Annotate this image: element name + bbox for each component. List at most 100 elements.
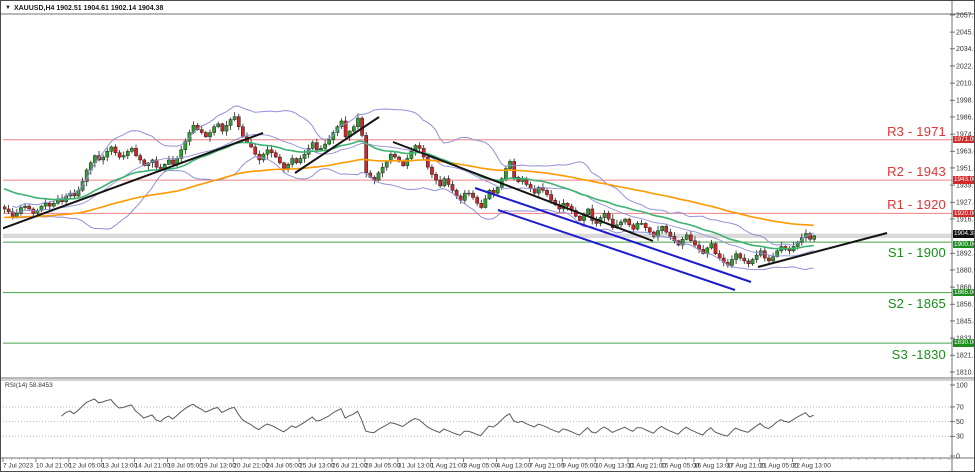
- candle-down: [717, 253, 722, 259]
- channel-upper-line[interactable]: [474, 187, 752, 283]
- candle-down: [808, 233, 812, 240]
- candle-down: [294, 158, 299, 164]
- candle-up: [228, 119, 233, 126]
- price-badge-current: 1904.38: [953, 230, 975, 238]
- candle-down: [643, 223, 648, 228]
- candle-down: [631, 224, 636, 230]
- candle-down: [697, 244, 701, 250]
- candle-down: [767, 257, 771, 262]
- time-axis-label: 14 Jul 21:00: [135, 463, 171, 470]
- candle-up: [216, 123, 221, 128]
- price-tick-label: 2045.60: [956, 30, 975, 37]
- level-label-R1: R1 - 1920: [887, 197, 946, 213]
- price-tick-label: 2034.05: [956, 46, 975, 53]
- rsi-tick-label: 100: [956, 382, 968, 389]
- candle-up: [536, 187, 541, 194]
- fast-ma-line: [3, 140, 814, 250]
- rsi-tick-label: 70: [956, 404, 964, 411]
- candle-up: [109, 146, 114, 152]
- candle-up: [635, 223, 640, 230]
- candle-down: [117, 152, 122, 158]
- candle-down: [545, 189, 549, 195]
- candle-up: [43, 202, 48, 207]
- time-axis-label: 21 Aug 05:00: [760, 463, 799, 470]
- candle-up: [623, 218, 627, 223]
- price-badge-R3: 1971.00: [953, 135, 975, 144]
- candle-up: [684, 234, 689, 240]
- time-axis-label: 10 Aug 13:00: [595, 463, 634, 470]
- candle-down: [549, 194, 553, 201]
- candle-up: [310, 142, 315, 149]
- price-badge-S2: 1865.00: [953, 288, 975, 297]
- candle-down: [450, 184, 455, 191]
- rsi-tick-label: 50: [956, 419, 964, 426]
- candle-up: [680, 239, 685, 246]
- trendline-4[interactable]: [757, 232, 888, 268]
- candle-down: [475, 197, 479, 204]
- price-badge-S1: 1900.00: [953, 240, 975, 249]
- price-badge-R1: 1920.00: [953, 209, 975, 218]
- candle-up: [409, 151, 414, 159]
- candle-down: [171, 159, 175, 165]
- price-tick-label: 1963.00: [956, 149, 975, 156]
- price-tick-label: 1892.30: [956, 251, 975, 258]
- chart-titlebar: ▼ XAUUSD,H4 1902.51 1904.61 1902.14 1904…: [5, 3, 163, 13]
- candle-down: [532, 188, 537, 194]
- candle-down: [434, 174, 438, 181]
- rsi-tick-label: 30: [956, 434, 964, 441]
- price-tick-label: 1868.85: [956, 285, 975, 292]
- candle-down: [142, 159, 147, 166]
- candle-up: [775, 250, 780, 257]
- candle-down: [647, 227, 652, 233]
- candle-up: [356, 117, 360, 128]
- time-axis-label: 1 Aug 21:00: [431, 463, 466, 470]
- candle-up: [709, 243, 714, 249]
- candle-down: [269, 149, 274, 153]
- time-axis-label: 20 Jul 21:00: [233, 463, 269, 470]
- price-tick-label: 1916.10: [956, 216, 975, 223]
- candle-up: [483, 198, 488, 208]
- candle-down: [138, 155, 142, 161]
- bollinger-middle-band: [12, 134, 814, 257]
- candle-up: [376, 172, 381, 181]
- trendline-2[interactable]: [294, 116, 380, 174]
- candle-up: [212, 126, 216, 133]
- symbol-dropdown-icon[interactable]: ▼: [5, 5, 11, 11]
- candle-down: [47, 202, 52, 207]
- time-axis-label: 10 Jul 21:00: [36, 463, 72, 470]
- candle-down: [6, 208, 11, 213]
- channel-lower-line[interactable]: [497, 209, 736, 291]
- time-axis-label: 4 Aug 13:00: [497, 463, 532, 470]
- rsi-tick-label: 0: [956, 453, 960, 460]
- candle-up: [754, 254, 759, 260]
- current-price-band: [3, 233, 952, 239]
- candle-up: [19, 207, 23, 214]
- price-tick-label: 1998.35: [956, 98, 975, 105]
- candle-up: [208, 132, 212, 138]
- rsi-line: [61, 398, 814, 437]
- candle-down: [315, 142, 319, 151]
- candle-up: [167, 159, 171, 165]
- price-badge-R2: 1943.00: [953, 176, 975, 184]
- level-label-S2: S2 - 1865: [887, 295, 946, 311]
- bollinger-lower-band: [12, 156, 814, 271]
- price-tick-label: 1951.45: [956, 165, 975, 172]
- candle-up: [705, 247, 710, 254]
- candle-up: [130, 148, 134, 152]
- candle-down: [479, 202, 484, 208]
- time-axis-label: 11 Aug 21:00: [628, 463, 666, 470]
- candle-down: [401, 161, 406, 166]
- candle-down: [220, 123, 225, 132]
- candle-down: [578, 215, 582, 221]
- candle-down: [689, 234, 693, 241]
- candle-down: [253, 146, 258, 155]
- candle-up: [327, 139, 332, 145]
- candle-down: [738, 253, 743, 259]
- trendline-3[interactable]: [392, 141, 654, 242]
- trendline-1[interactable]: [1, 132, 264, 230]
- candle-up: [660, 226, 664, 231]
- candle-down: [364, 135, 369, 174]
- candle-up: [380, 166, 385, 174]
